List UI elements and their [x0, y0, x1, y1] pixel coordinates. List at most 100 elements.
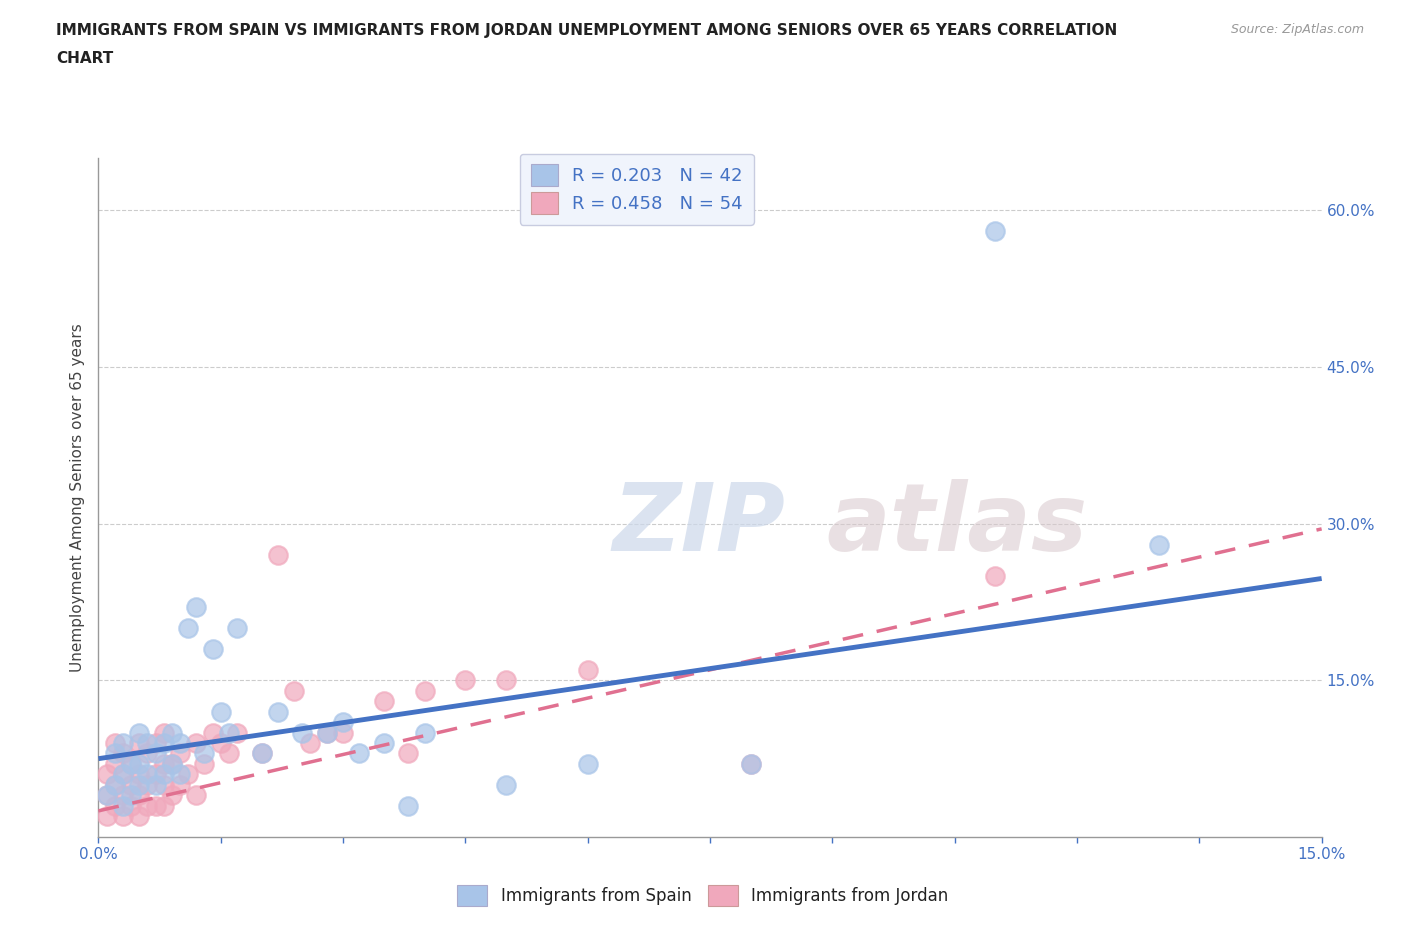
- Point: [111, 788, 134, 803]
- Point: [332, 725, 354, 740]
- Point: [120, 756, 142, 771]
- Point: [120, 756, 142, 771]
- Text: ZIP: ZIP: [612, 479, 785, 571]
- Point: [96, 809, 118, 824]
- Legend: R = 0.203   N = 42, R = 0.458   N = 54: R = 0.203 N = 42, R = 0.458 N = 54: [520, 153, 754, 225]
- Point: [396, 746, 419, 761]
- Point: [128, 788, 150, 803]
- Text: Source: ZipAtlas.com: Source: ZipAtlas.com: [1230, 23, 1364, 36]
- Point: [128, 736, 150, 751]
- Point: [315, 725, 337, 740]
- Point: [111, 736, 134, 751]
- Point: [1147, 538, 1170, 552]
- Point: [984, 224, 1007, 239]
- Point: [96, 767, 118, 782]
- Point: [332, 714, 354, 729]
- Point: [177, 767, 200, 782]
- Point: [136, 798, 159, 813]
- Point: [250, 746, 273, 761]
- Point: [152, 798, 174, 813]
- Point: [193, 746, 215, 761]
- Point: [201, 642, 224, 657]
- Point: [104, 756, 127, 771]
- Text: CHART: CHART: [56, 51, 114, 66]
- Y-axis label: Unemployment Among Seniors over 65 years: Unemployment Among Seniors over 65 years: [70, 324, 86, 671]
- Point: [128, 725, 150, 740]
- Text: atlas: atlas: [827, 479, 1087, 571]
- Point: [104, 777, 127, 792]
- Point: [169, 746, 191, 761]
- Point: [740, 756, 762, 771]
- Point: [145, 767, 167, 782]
- Point: [169, 777, 191, 792]
- Point: [111, 746, 134, 761]
- Point: [201, 725, 224, 740]
- Point: [136, 767, 159, 782]
- Point: [152, 756, 174, 771]
- Point: [740, 756, 762, 771]
- Point: [120, 788, 142, 803]
- Point: [160, 756, 183, 771]
- Point: [169, 736, 191, 751]
- Point: [104, 798, 127, 813]
- Point: [299, 736, 322, 751]
- Point: [495, 777, 517, 792]
- Point: [267, 548, 290, 563]
- Point: [186, 600, 208, 615]
- Point: [128, 767, 150, 782]
- Point: [145, 798, 167, 813]
- Point: [145, 736, 167, 751]
- Point: [128, 777, 150, 792]
- Point: [495, 673, 517, 688]
- Legend: Immigrants from Spain, Immigrants from Jordan: Immigrants from Spain, Immigrants from J…: [451, 879, 955, 912]
- Point: [267, 704, 290, 719]
- Point: [152, 767, 174, 782]
- Point: [160, 756, 183, 771]
- Point: [104, 746, 127, 761]
- Point: [576, 662, 599, 677]
- Point: [160, 725, 183, 740]
- Point: [145, 777, 167, 792]
- Point: [96, 788, 118, 803]
- Point: [111, 767, 134, 782]
- Point: [291, 725, 314, 740]
- Point: [160, 788, 183, 803]
- Point: [576, 756, 599, 771]
- Point: [373, 736, 395, 751]
- Point: [349, 746, 371, 761]
- Point: [250, 746, 273, 761]
- Point: [396, 798, 419, 813]
- Point: [145, 746, 167, 761]
- Point: [120, 798, 142, 813]
- Point: [96, 788, 118, 803]
- Point: [209, 736, 232, 751]
- Point: [186, 736, 208, 751]
- Point: [104, 777, 127, 792]
- Point: [111, 767, 134, 782]
- Point: [120, 777, 142, 792]
- Point: [209, 704, 232, 719]
- Point: [186, 788, 208, 803]
- Point: [315, 725, 337, 740]
- Point: [111, 809, 134, 824]
- Point: [454, 673, 477, 688]
- Point: [226, 620, 249, 635]
- Point: [136, 746, 159, 761]
- Point: [218, 725, 240, 740]
- Point: [136, 777, 159, 792]
- Point: [152, 777, 174, 792]
- Point: [984, 568, 1007, 583]
- Point: [177, 620, 200, 635]
- Point: [152, 725, 174, 740]
- Point: [104, 736, 127, 751]
- Point: [218, 746, 240, 761]
- Point: [226, 725, 249, 740]
- Point: [413, 684, 436, 698]
- Point: [169, 767, 191, 782]
- Point: [136, 736, 159, 751]
- Point: [128, 809, 150, 824]
- Text: IMMIGRANTS FROM SPAIN VS IMMIGRANTS FROM JORDAN UNEMPLOYMENT AMONG SENIORS OVER : IMMIGRANTS FROM SPAIN VS IMMIGRANTS FROM…: [56, 23, 1118, 38]
- Point: [111, 798, 134, 813]
- Point: [193, 756, 215, 771]
- Point: [283, 684, 305, 698]
